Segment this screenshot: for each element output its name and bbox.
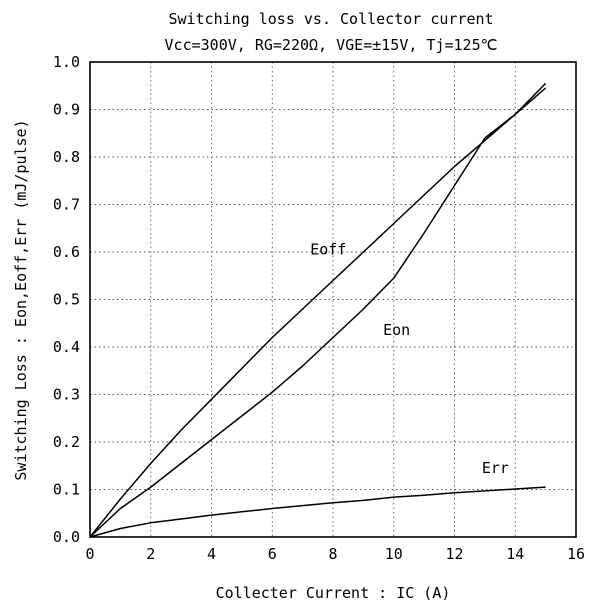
x-tick-label: 10 (385, 545, 403, 563)
x-tick-label: 4 (207, 545, 216, 563)
y-tick-label: 0.3 (53, 386, 80, 404)
x-tick-label: 8 (328, 545, 337, 563)
y-tick-label: 0.0 (53, 528, 80, 546)
series-line-err (89, 486, 546, 538)
x-tick-label: 0 (85, 545, 94, 563)
series-label-eon: Eon (383, 321, 410, 339)
x-tick-label: 12 (445, 545, 463, 563)
y-tick-label: 0.1 (53, 481, 80, 499)
y-tick-label: 0.2 (53, 433, 80, 451)
y-tick-label: 1.0 (53, 53, 80, 71)
x-tick-label: 2 (146, 545, 155, 563)
x-tick-label: 16 (567, 545, 585, 563)
series-annotations: Eoff Eon Err (310, 240, 509, 477)
y-tick-label: 0.9 (53, 101, 80, 119)
series-layer (89, 82, 547, 538)
series-line-eon (89, 87, 547, 538)
y-tick-labels: 0.0 0.1 0.2 0.3 0.4 0.5 0.6 0.7 0.8 0.9 1.0 (53, 53, 80, 546)
y-tick-label: 0.6 (53, 243, 80, 261)
series-label-err: Err (482, 459, 509, 477)
x-tick-label: 6 (268, 545, 277, 563)
x-axis-label: Collecter Current : IC (A) (216, 584, 451, 602)
y-tick-label: 0.4 (53, 338, 80, 356)
y-tick-label: 0.8 (53, 148, 80, 166)
y-tick-label: 0.7 (53, 196, 80, 214)
series-line-eoff (89, 82, 547, 538)
x-tick-label: 14 (506, 545, 524, 563)
y-tick-label: 0.5 (53, 291, 80, 309)
x-tick-labels: 0 2 4 6 8 10 12 14 16 (85, 545, 585, 563)
y-axis-label: Switching Loss : Eon,Eoff,Err (mJ/pulse) (12, 119, 30, 480)
series-label-eoff: Eoff (310, 240, 346, 258)
chart-subtitle: Vcc=300V, RG=220Ω, VGE=±15V, Tj=125℃ (165, 36, 498, 54)
plot-frame (89, 61, 577, 538)
chart-title: Switching loss vs. Collector current (168, 10, 493, 28)
